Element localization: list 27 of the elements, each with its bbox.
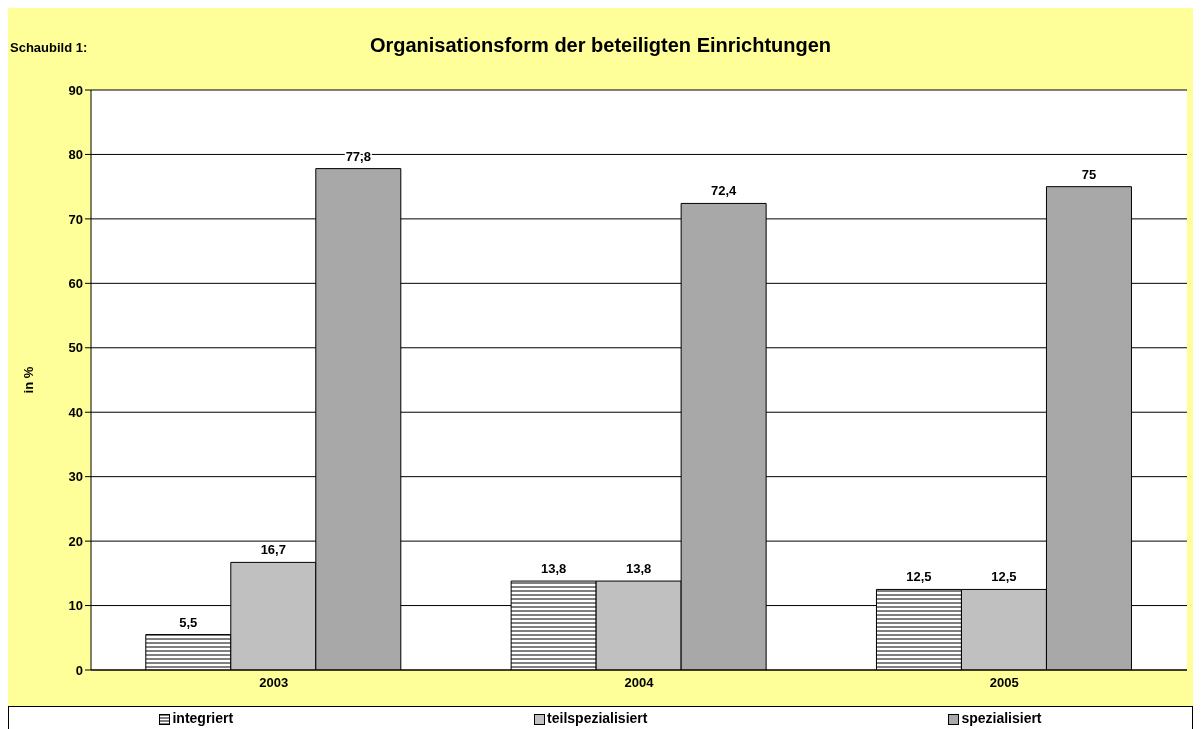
legend-label: spezialisiert	[960, 710, 1042, 726]
data-label: 5,5	[179, 614, 198, 630]
y-tick-label: 60	[68, 275, 83, 291]
text: Schaubild 1:	[10, 40, 88, 55]
data-label: 75	[1081, 166, 1097, 182]
data-label: 12,5	[906, 569, 932, 585]
x-tick-label: 2004	[624, 675, 655, 691]
y-tick-label: 20	[68, 533, 83, 549]
data-label: 72,4	[710, 183, 738, 199]
y-tick-label: 80	[68, 147, 83, 163]
y-tick-label: 10	[68, 598, 83, 614]
data-label: 13,8	[625, 561, 652, 577]
y-axis-title: in %	[20, 366, 36, 394]
y-tick-label: 90	[68, 82, 83, 98]
text: integriert	[171, 710, 234, 726]
y-tick-label: 70	[68, 211, 83, 227]
x-tick-label: 2005	[989, 675, 1019, 691]
y-tick-label: 50	[68, 340, 83, 356]
chart-title: Organisationsform der beteiligten Einrichtungen	[369, 34, 832, 56]
legend-label: teilspezialisiert	[546, 710, 648, 726]
y-tick-label: 30	[68, 469, 83, 485]
data-label: 13,8	[540, 561, 567, 577]
y-tick-label: 0	[75, 662, 83, 678]
data-label: 12,5	[991, 569, 1017, 585]
x-tick-label: 2003	[259, 675, 289, 691]
data-label: 16,7	[260, 542, 286, 558]
y-tick-label: 40	[68, 404, 83, 420]
